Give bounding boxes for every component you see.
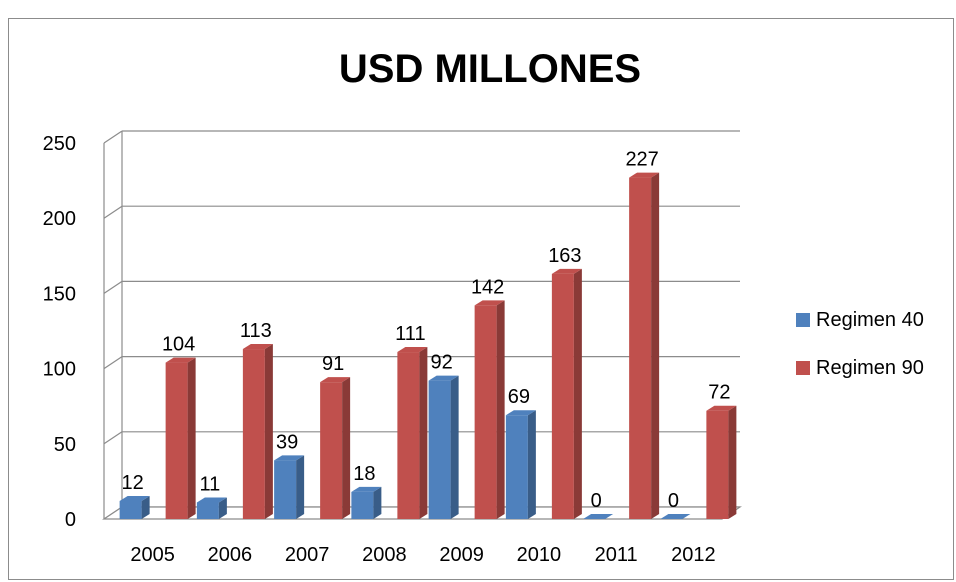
x-tick-label: 2011 xyxy=(595,544,638,566)
gridline-side xyxy=(103,431,123,445)
x-tick-label: 2008 xyxy=(362,544,407,566)
x-tick-label: 2006 xyxy=(208,544,253,566)
bar-regimen-90-2006 xyxy=(242,344,273,519)
bar-regimen-90-2005 xyxy=(165,357,196,519)
x-tick-label: 2005 xyxy=(130,544,175,566)
bar-regimen-40-2007 xyxy=(274,455,305,519)
bar-regimen-40-2006 xyxy=(196,497,227,519)
y-tick-label: 150 xyxy=(43,283,76,305)
y-tick-label: 200 xyxy=(43,208,76,230)
bar-regimen-90-2010 xyxy=(551,268,582,519)
legend-label: Regimen 40 xyxy=(816,309,924,331)
data-label: 91 xyxy=(322,353,344,375)
x-tick-label: 2007 xyxy=(285,544,330,566)
x-tick-label: 2012 xyxy=(671,544,716,566)
data-label: 113 xyxy=(240,320,272,342)
bars xyxy=(119,172,737,520)
data-labels: 12 104 11 113 39 91 18 111 92 142 69 163 0 227 0 72 xyxy=(122,149,731,512)
chart-title: USD MILLONES xyxy=(339,47,641,91)
data-label: 11 xyxy=(199,473,220,495)
bar-regimen-90-2012 xyxy=(706,405,737,519)
y-tick-label: 50 xyxy=(54,434,76,456)
bar-regimen-40-2009 xyxy=(428,375,459,519)
y-tick-label: 250 xyxy=(43,133,76,155)
data-label: 227 xyxy=(625,149,658,171)
data-label: 111 xyxy=(395,323,425,345)
gridline-side xyxy=(103,205,123,219)
gridline-side xyxy=(103,356,123,370)
data-label: 72 xyxy=(708,382,730,404)
data-label: 92 xyxy=(431,352,453,374)
bar-regimen-40-2005 xyxy=(119,495,150,519)
data-label: 0 xyxy=(668,490,679,512)
legend: Regimen 40 Regimen 90 xyxy=(796,309,924,379)
bar-regimen-40-2011 xyxy=(583,514,614,519)
bar-regimen-40-2012 xyxy=(660,514,691,519)
data-label: 12 xyxy=(122,472,144,494)
legend-swatch xyxy=(796,313,810,327)
bar-regimen-90-2011 xyxy=(629,172,660,520)
y-tick-label: 100 xyxy=(43,359,76,381)
x-tick-label: 2009 xyxy=(439,544,484,566)
bar-regimen-90-2008 xyxy=(397,347,428,519)
bar-regimen-90-2007 xyxy=(320,377,351,519)
bar-regimen-40-2008 xyxy=(351,486,382,519)
legend-swatch xyxy=(796,361,810,375)
data-label: 0 xyxy=(591,490,602,512)
data-label: 39 xyxy=(276,431,298,453)
data-label: 163 xyxy=(548,245,581,267)
gridline-side xyxy=(103,280,123,294)
data-label: 18 xyxy=(353,463,375,485)
bar-regimen-90-2009 xyxy=(474,300,505,519)
data-label: 104 xyxy=(162,334,195,356)
gridline-side xyxy=(103,130,123,144)
data-label: 142 xyxy=(471,276,504,298)
bar-regimen-40-2010 xyxy=(505,410,536,519)
x-tick-label: 2010 xyxy=(517,544,562,566)
legend-label: Regimen 90 xyxy=(816,357,924,379)
y-tick-label: 0 xyxy=(65,509,76,531)
data-label: 69 xyxy=(508,386,530,408)
